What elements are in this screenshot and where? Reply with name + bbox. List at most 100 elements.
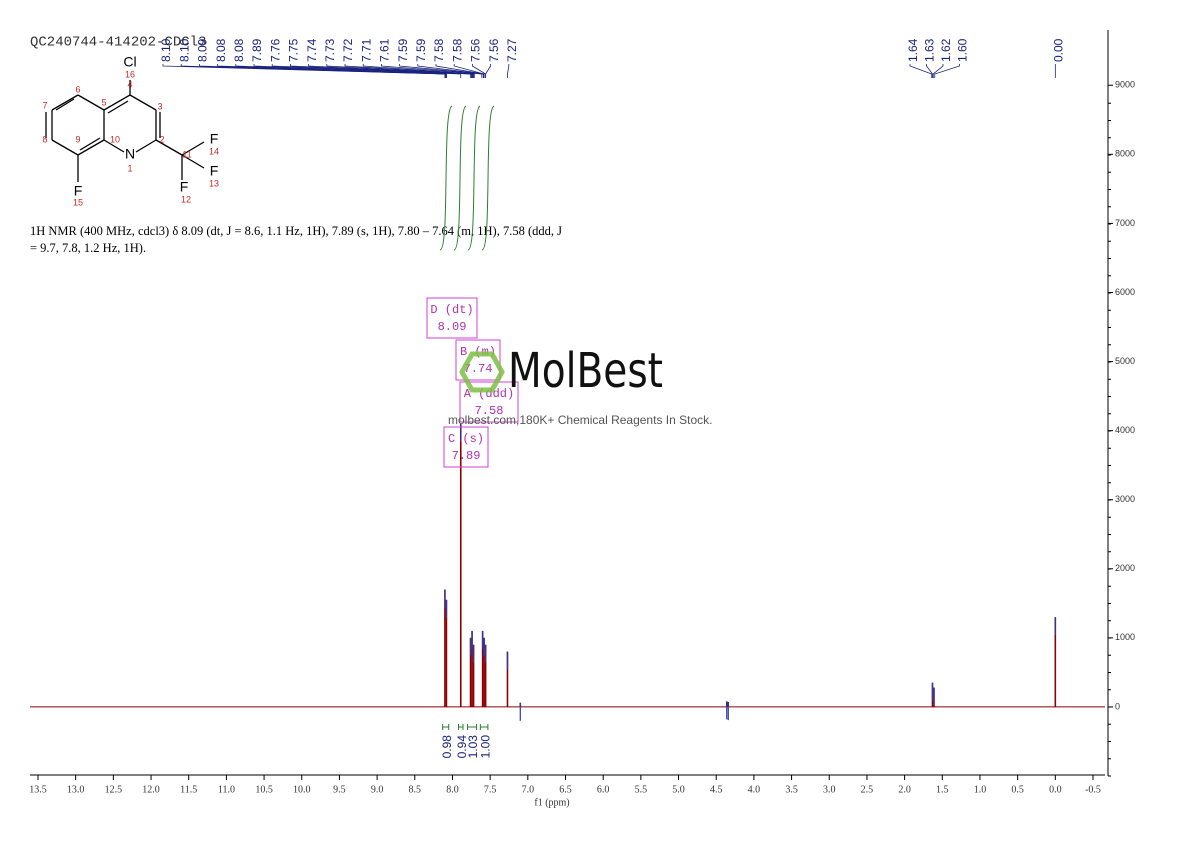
x-tick-label: 2.5: [861, 784, 874, 795]
atom-number: 6: [75, 84, 80, 94]
atom-number: 16: [125, 69, 135, 79]
x-tick-label: 3.0: [823, 784, 836, 795]
x-tick-label: 13.0: [67, 784, 85, 795]
integral-label: 0.98: [440, 735, 454, 759]
peak-label: 7.72: [341, 38, 355, 62]
peak-label: 7.73: [323, 38, 337, 62]
multiplet-box: [455, 339, 501, 381]
integral-curve: [467, 105, 481, 251]
integral-bracket: [467, 724, 478, 730]
y-tick-label: 4000: [1115, 425, 1135, 435]
peak-label-connector: [362, 64, 475, 78]
watermark-tagline: molbest.com,180K+ Chemical Reagents In S…: [448, 413, 712, 427]
description: = 9.7, 7.8, 1.2 Hz, 1H).: [30, 241, 146, 255]
peak-label-connector: [271, 64, 471, 78]
atom-symbol: F: [210, 163, 219, 179]
peak-label-connector: [926, 64, 933, 78]
x-tick-label: 10.5: [255, 784, 273, 795]
peak-label: 1.62: [939, 38, 953, 62]
x-tick-label: 10.0: [293, 784, 311, 795]
peak-label-connector: [909, 64, 933, 78]
peak-label: 7.76: [268, 38, 282, 62]
peak-label: 7.56: [469, 38, 483, 62]
x-tick-label: 8.0: [446, 784, 459, 795]
peak-label: 8.10: [177, 38, 191, 62]
y-tick-label: 7000: [1115, 218, 1135, 228]
peak-label: 7.56: [487, 38, 501, 62]
atom-symbol: N: [125, 146, 135, 162]
integral-label: 0.94: [455, 735, 469, 759]
multiplet-label: C (s): [448, 432, 484, 446]
x-tick-label: 5.5: [635, 784, 648, 795]
integral-curve: [481, 105, 495, 251]
peak-label: 7.71: [359, 38, 373, 62]
atom-number: 1: [127, 163, 132, 173]
multiplet-shift: 7.89: [452, 449, 481, 463]
integral-curve: [453, 105, 467, 251]
peak-label-connector: [326, 64, 474, 78]
peak-label: 7.74: [305, 38, 319, 62]
atom-number: 10: [110, 134, 120, 144]
atom-symbol: F: [74, 183, 83, 199]
integral-label: 1.03: [466, 735, 480, 759]
x-tick-label: 11.5: [180, 784, 197, 795]
y-tick-label: 5000: [1115, 356, 1135, 366]
x-tick-label: 7.0: [522, 784, 535, 795]
peak-label: 7.59: [396, 38, 410, 62]
peak-label: 7.58: [432, 38, 446, 62]
atom-symbol: Cl: [123, 54, 136, 70]
integral-bracket: [457, 724, 464, 730]
multiplet-box: [443, 426, 489, 468]
peak-label-connector: [381, 64, 483, 78]
x-tick-label: 4.0: [748, 784, 761, 795]
peak-label-connector: [417, 64, 484, 78]
integral-curve: [439, 105, 453, 251]
atom-number: 8: [42, 134, 47, 144]
x-tick-label: 1.5: [936, 784, 949, 795]
watermark-logo: [459, 351, 505, 393]
atom-number: 12: [181, 194, 191, 204]
x-tick-label: 8.5: [409, 784, 422, 795]
description: 1H NMR (400 MHz, cdcl3) δ 8.09 (dt, J = …: [30, 224, 562, 238]
peak-label: 1.60: [956, 38, 970, 62]
multiplet-shift: 7.74: [464, 362, 493, 376]
x-tick-label: 6.0: [597, 784, 610, 795]
integral-bracket: [479, 724, 489, 730]
peak-label: 0.00: [1051, 38, 1065, 62]
atom-number: 5: [101, 97, 106, 107]
atom-number: 11: [182, 149, 191, 159]
x-tick-label: 3.5: [785, 784, 798, 795]
multiplet-box: [459, 381, 519, 423]
x-tick-label: 9.5: [333, 784, 346, 795]
peak-label: 8.08: [232, 38, 246, 62]
x-tick-label: -0.5: [1085, 784, 1101, 795]
y-tick-label: 1000: [1115, 632, 1135, 642]
peak-label: 1.63: [923, 38, 937, 62]
y-tick-label: 9000: [1115, 80, 1135, 90]
peak-label: 7.27: [505, 38, 519, 62]
peak-label-connector: [934, 64, 960, 78]
y-tick-label: 6000: [1115, 287, 1135, 297]
atom-symbol: F: [180, 179, 189, 195]
peak-label: 7.61: [378, 38, 392, 62]
atom-number: 15: [73, 197, 83, 207]
peak-label: 8.10: [159, 38, 173, 62]
peak-label: 7.58: [450, 38, 464, 62]
peak-label-connector: [344, 64, 474, 78]
peak-label-connector: [308, 64, 473, 78]
y-tick-label: 2000: [1115, 563, 1135, 573]
peak-label: 1.64: [906, 38, 920, 62]
x-tick-label: 9.0: [371, 784, 384, 795]
peak-label-connector: [932, 64, 944, 78]
watermark-brand: MolBest: [508, 343, 663, 399]
x-tick-label: 5.0: [672, 784, 685, 795]
x-tick-label: 0.0: [1049, 784, 1062, 795]
y-tick-label: 8000: [1115, 149, 1135, 159]
peak-label: 8.09: [196, 38, 210, 62]
multiplet-label: D (dt): [430, 303, 473, 317]
atom-number: 9: [75, 134, 80, 144]
y-tick-label: 0: [1115, 701, 1120, 711]
x-tick-label: 7.5: [484, 784, 497, 795]
peak-label-connector: [485, 64, 491, 78]
multiplet-box: [426, 297, 478, 339]
